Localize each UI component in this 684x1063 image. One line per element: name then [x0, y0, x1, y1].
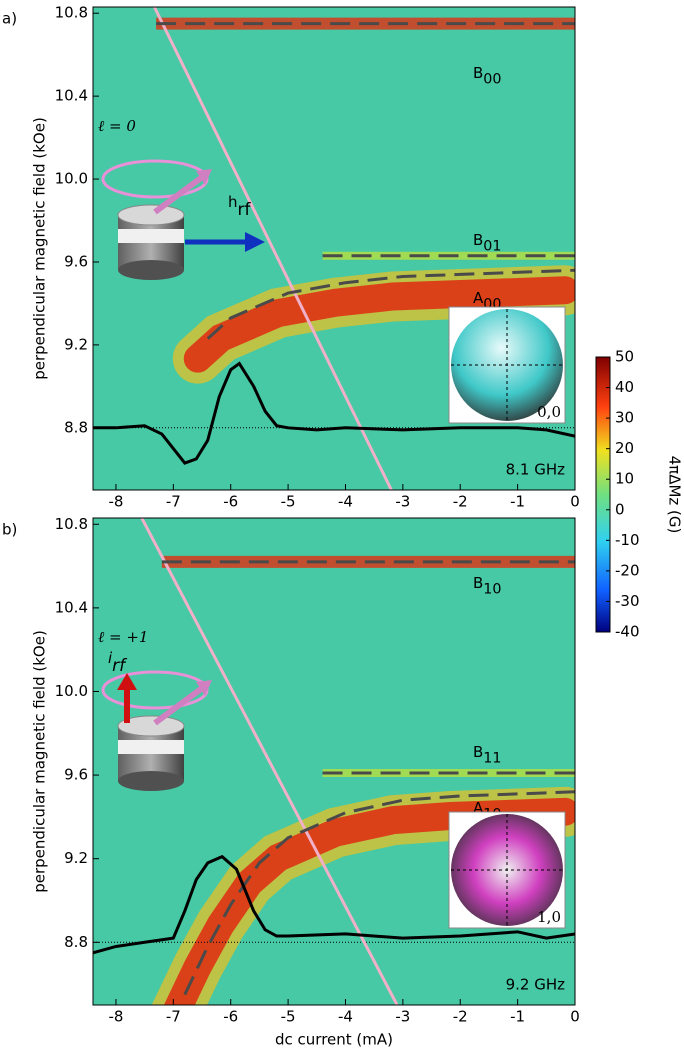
y-tick-label: 10.8 — [55, 4, 88, 22]
y-tick-label: 10.4 — [55, 87, 88, 105]
x-tick-label: 0 — [570, 1008, 580, 1026]
profile-line — [93, 854, 575, 955]
x-tick-label: -5 — [281, 493, 296, 511]
y-tick-label: 8.8 — [64, 933, 88, 951]
colorbar-tick-label: 30 — [615, 409, 634, 427]
colorbar-tick-label: -30 — [615, 592, 640, 610]
x-tick-label: -7 — [166, 493, 181, 511]
panel-label: a) — [2, 10, 17, 28]
y-axis-label: perpendicular magnetic field (kOe) — [31, 630, 49, 893]
annotation-base: h — [228, 193, 238, 211]
plot-area — [93, 518, 575, 1005]
annotation-sub: 10 — [483, 582, 501, 598]
current-line — [140, 518, 399, 1005]
y-tick-label: 9.6 — [64, 252, 88, 270]
x-tick-label: -2 — [453, 493, 468, 511]
y-tick-label: 10.0 — [55, 170, 88, 188]
annotation: B10 — [473, 574, 502, 598]
signal-band — [183, 276, 575, 373]
cylinder-bottom — [118, 771, 184, 791]
x-tick-label: -6 — [223, 1008, 238, 1026]
inset-label: 1,0 — [537, 908, 561, 926]
annotation-base: B — [473, 231, 483, 249]
colorbar — [595, 356, 611, 633]
drive-head — [117, 673, 137, 690]
y-tick-label: 10.0 — [55, 682, 88, 700]
colorbar-tick-label: -10 — [615, 531, 640, 549]
mode-index: ℓ = 0 — [98, 117, 136, 135]
plot-frame — [92, 517, 576, 1006]
annotation-base: B — [473, 574, 483, 592]
profile-line — [93, 361, 575, 465]
magnetization-head — [196, 169, 212, 185]
x-tick-label: -8 — [108, 1008, 123, 1026]
x-tick-label: -4 — [338, 493, 353, 511]
x-tick-label: -1 — [510, 1008, 525, 1026]
x-tick-label: -2 — [453, 1008, 468, 1026]
drive-head — [245, 232, 265, 252]
annotation-sub: 01 — [483, 239, 501, 255]
cylinder-top — [117, 204, 185, 226]
panel-label: b) — [2, 521, 17, 539]
inset-label: 0,0 — [537, 403, 561, 421]
cylinder-band — [118, 740, 184, 754]
plot-frame — [92, 6, 576, 491]
annotation: hrf — [228, 193, 251, 219]
y-axis-label: perpendicular magnetic field (kOe) — [31, 117, 49, 380]
frequency-label: 9.2 GHz — [506, 976, 566, 994]
x-tick-label: 0 — [570, 493, 580, 511]
colorbar-tick-label: 50 — [615, 348, 634, 366]
colorbar-tick-label: 20 — [615, 439, 634, 457]
annotation: B11 — [473, 743, 502, 767]
mode-line — [183, 790, 575, 996]
mode-line — [206, 268, 575, 340]
x-tick-label: -1 — [510, 493, 525, 511]
annotation-base: B — [473, 64, 483, 82]
cylinder-bottom — [118, 260, 184, 280]
annotation-sub: 11 — [483, 751, 501, 767]
x-tick-label: -6 — [223, 493, 238, 511]
y-tick-label: 8.8 — [64, 418, 88, 436]
annotation-base: A — [473, 799, 484, 817]
y-tick-label: 10.4 — [55, 598, 88, 616]
colorbar-label: 4πΔMz (G) — [666, 456, 684, 534]
x-tick-label: -7 — [166, 1008, 181, 1026]
annotation: B01 — [473, 231, 502, 255]
y-tick-label: 9.2 — [64, 335, 88, 353]
mode-index: ℓ = +1 — [98, 628, 148, 646]
y-tick-label: 9.6 — [64, 766, 88, 784]
colorbar-tick-label: 40 — [615, 378, 634, 396]
annotation-base: B — [473, 743, 483, 761]
annotation-sub: rf — [112, 655, 128, 675]
x-axis-label: dc current (mA) — [275, 1031, 393, 1049]
cylinder-band — [118, 229, 184, 243]
colorbar-tick-label: -40 — [615, 623, 640, 641]
magnetization-head — [196, 680, 212, 696]
annotation-sub: 00 — [483, 72, 501, 88]
x-tick-label: -3 — [395, 1008, 410, 1026]
cylinder-top — [117, 715, 185, 737]
x-tick-label: -8 — [108, 493, 123, 511]
frequency-label: 8.1 GHz — [506, 461, 566, 479]
x-tick-label: -3 — [395, 493, 410, 511]
colorbar-tick-label: 10 — [615, 470, 634, 488]
annotation-base: i — [108, 649, 113, 667]
magnetization-arrow — [153, 172, 207, 215]
magnetization-arrow — [153, 683, 207, 726]
x-tick-label: -5 — [281, 1008, 296, 1026]
y-tick-label: 9.2 — [64, 849, 88, 867]
x-tick-label: -4 — [338, 1008, 353, 1026]
colorbar-tick-label: 0 — [615, 500, 625, 518]
colorbar-tick-label: -20 — [615, 561, 640, 579]
current-line — [153, 7, 393, 490]
annotation: irf — [108, 649, 128, 675]
annotation-base: A — [473, 289, 484, 307]
annotation: B00 — [473, 64, 502, 88]
annotation-sub: rf — [238, 199, 252, 219]
y-tick-label: 10.8 — [55, 515, 88, 533]
